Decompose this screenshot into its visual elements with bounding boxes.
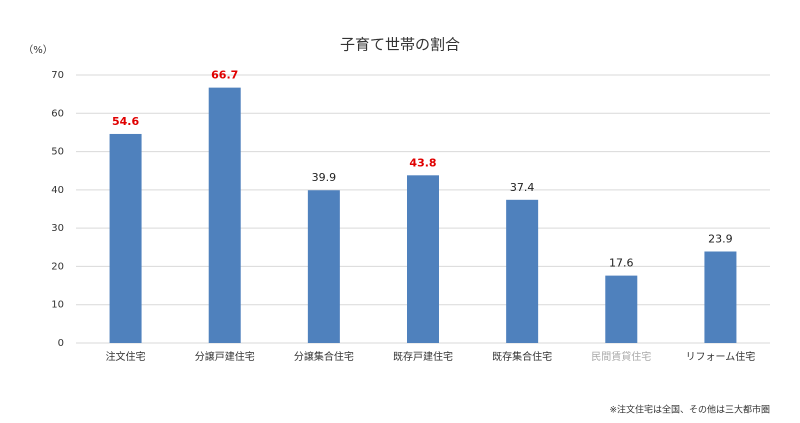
x-tick-label: リフォーム住宅 (686, 350, 756, 363)
bar (307, 190, 340, 343)
y-tick-label: 70 (51, 70, 64, 81)
x-tick-label: 既存集合住宅 (492, 350, 552, 363)
x-tick-label: 民間賃貸住宅 (591, 350, 651, 363)
x-tick-label: 分譲集合住宅 (294, 350, 354, 363)
y-tick-label: 60 (51, 108, 64, 119)
bar (109, 133, 142, 343)
y-tick-label: 40 (51, 185, 64, 196)
x-tick-label: 分譲戸建住宅 (195, 350, 255, 363)
y-tick-label: 20 (51, 261, 64, 272)
bar (506, 199, 539, 343)
y-tick-label: 0 (58, 338, 64, 349)
bar (704, 251, 737, 343)
annotation: ※注文住宅は全国、その他は三大都市圏 (609, 404, 770, 416)
chart-title: 子育て世帯の割合 (340, 36, 460, 54)
y-tick-label: 10 (51, 300, 64, 311)
value-label: 17.6 (609, 257, 634, 270)
value-label: 54.6 (112, 115, 139, 128)
value-label: 39.9 (312, 171, 337, 184)
y-unit-label: （%） (23, 44, 53, 56)
y-tick-label: 30 (51, 223, 64, 234)
bar (605, 275, 638, 343)
bar (407, 175, 439, 343)
value-label: 23.9 (708, 232, 733, 245)
y-tick-label: 50 (51, 147, 64, 158)
value-label: 43.8 (409, 156, 436, 169)
value-label: 37.4 (510, 181, 535, 194)
bar (208, 87, 241, 344)
x-tick-label: 既存戸建住宅 (393, 350, 453, 363)
x-tick-label: 注文住宅 (106, 350, 146, 363)
value-label: 66.7 (211, 69, 238, 82)
